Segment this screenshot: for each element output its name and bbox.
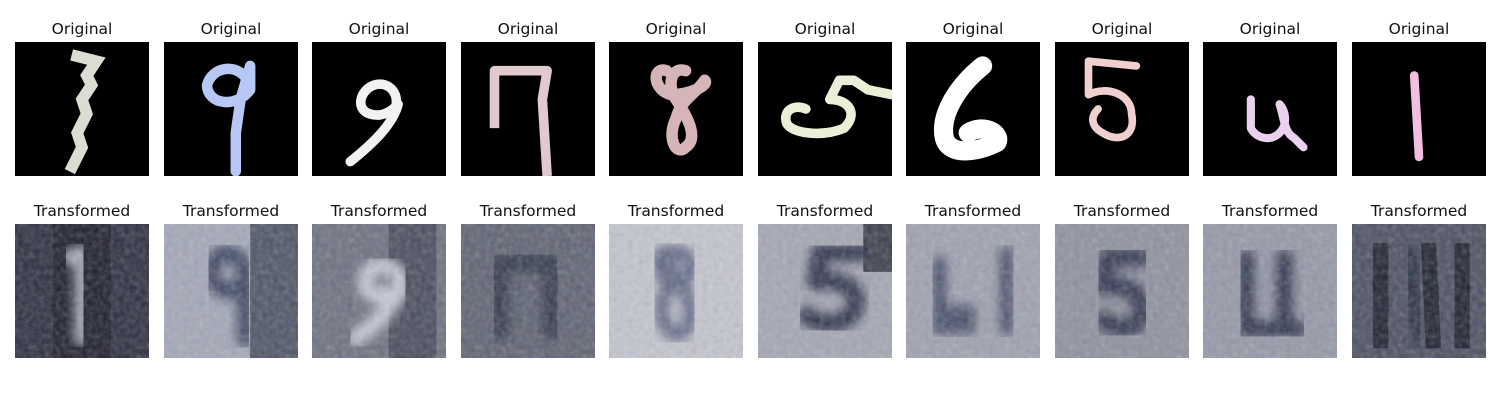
transformed-image xyxy=(15,224,149,358)
original-image xyxy=(609,42,743,176)
original-image xyxy=(1055,42,1189,176)
transformed-image-5 xyxy=(758,224,892,358)
original-image xyxy=(312,42,446,176)
original-image xyxy=(1203,42,1337,176)
transformed-image xyxy=(758,224,892,358)
original-image xyxy=(906,42,1040,176)
original-image-8 xyxy=(1203,42,1337,176)
transformed-image xyxy=(906,224,1040,358)
transformed-image xyxy=(461,224,595,358)
original-image-1 xyxy=(164,42,298,176)
original-image-2 xyxy=(312,42,446,176)
transformed-label: Transformed xyxy=(330,202,428,220)
transformed-image-8 xyxy=(1203,224,1337,358)
original-label: Original xyxy=(348,20,410,38)
original-image xyxy=(1352,42,1486,176)
transformed-image-4 xyxy=(609,224,743,358)
original-label: Original xyxy=(497,20,559,38)
transformed-image xyxy=(1055,224,1189,358)
original-label: Original xyxy=(1239,20,1301,38)
original-image-9 xyxy=(1352,42,1486,176)
transformed-label: Transformed xyxy=(776,202,874,220)
transformed-label: Transformed xyxy=(1221,202,1319,220)
original-image-7 xyxy=(1055,42,1189,176)
transformed-label: Transformed xyxy=(627,202,725,220)
original-image-4 xyxy=(609,42,743,176)
original-label: Original xyxy=(794,20,856,38)
original-image xyxy=(15,42,149,176)
transformed-label: Transformed xyxy=(33,202,131,220)
transformed-image-9 xyxy=(1352,224,1486,358)
original-label: Original xyxy=(200,20,262,38)
original-label: Original xyxy=(1091,20,1153,38)
transformed-label: Transformed xyxy=(924,202,1022,220)
transformed-image xyxy=(312,224,446,358)
transformed-image-7 xyxy=(1055,224,1189,358)
transformed-image xyxy=(1203,224,1337,358)
transformed-image xyxy=(609,224,743,358)
original-label: Original xyxy=(1388,20,1450,38)
transformed-label: Transformed xyxy=(479,202,577,220)
original-image xyxy=(461,42,595,176)
original-label: Original xyxy=(645,20,707,38)
transformed-label: Transformed xyxy=(1370,202,1468,220)
transformed-image xyxy=(164,224,298,358)
original-image-0 xyxy=(15,42,149,176)
transformed-label: Transformed xyxy=(182,202,280,220)
transformed-image-0 xyxy=(15,224,149,358)
transformed-image-2 xyxy=(312,224,446,358)
original-image-5 xyxy=(758,42,892,176)
original-label: Original xyxy=(51,20,113,38)
transformed-image-3 xyxy=(461,224,595,358)
transformed-image xyxy=(1352,224,1486,358)
original-image-3 xyxy=(461,42,595,176)
transformed-image-1 xyxy=(164,224,298,358)
original-label: Original xyxy=(942,20,1004,38)
transformed-image-6 xyxy=(906,224,1040,358)
original-image xyxy=(164,42,298,176)
original-image-6 xyxy=(906,42,1040,176)
original-image xyxy=(758,42,892,176)
transformed-label: Transformed xyxy=(1073,202,1171,220)
